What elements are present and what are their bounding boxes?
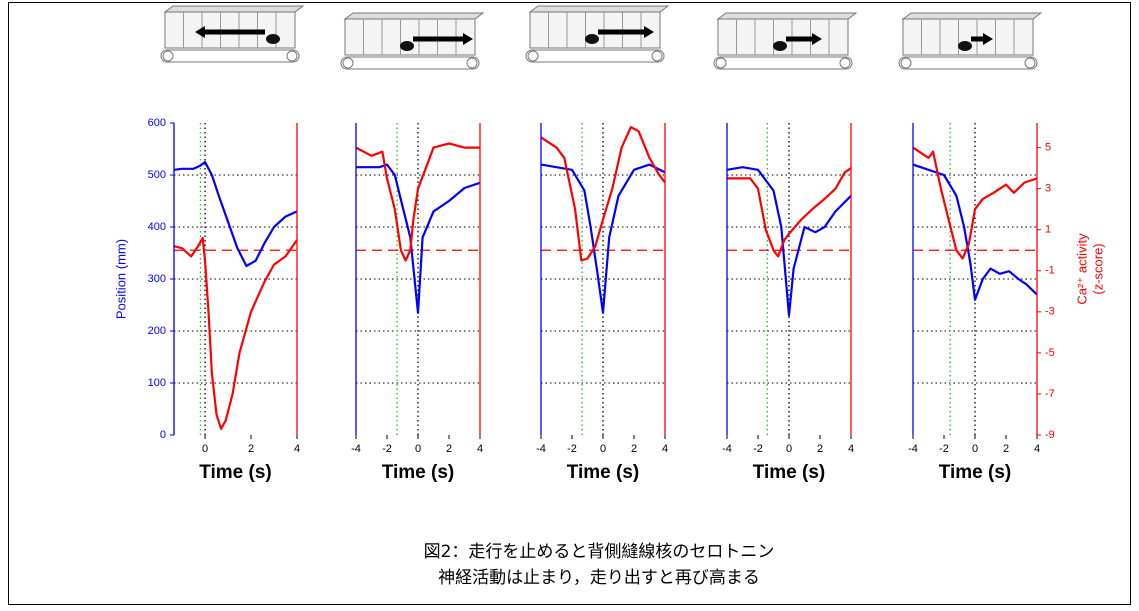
y2-tick-label: -9 — [1045, 429, 1055, 441]
treadmill — [340, 12, 485, 70]
cage-top — [716, 12, 858, 20]
x-tick-label: -2 — [753, 443, 763, 455]
series-line — [726, 166, 852, 317]
caption-line: 神経活動は止まり，走り出すと再び高まる — [438, 568, 760, 588]
arrow-head — [812, 33, 822, 45]
x-tick-label: -4 — [908, 443, 918, 455]
y2-tick-label: -7 — [1045, 388, 1055, 400]
roller — [900, 57, 912, 69]
arrow-head — [195, 26, 205, 38]
x-axis-label: Time (s) — [567, 462, 640, 483]
cage-top — [901, 12, 1043, 20]
series-line — [540, 163, 666, 314]
y-tick-label: 100 — [148, 377, 166, 389]
x-tick-label: 4 — [294, 443, 300, 455]
y-tick-label: 200 — [148, 325, 166, 337]
x-tick-label: 4 — [848, 443, 854, 455]
treadmill — [713, 12, 858, 70]
roller — [651, 50, 663, 62]
belt — [713, 56, 853, 70]
arrow-head — [463, 33, 473, 45]
y-tick-label: 400 — [148, 221, 166, 233]
y-tick-label: 500 — [148, 169, 166, 181]
series-line — [355, 142, 480, 262]
y2-tick-label: -1 — [1045, 265, 1055, 277]
x-tick-label: 0 — [600, 443, 606, 455]
x-tick-label: 4 — [662, 443, 668, 455]
roller — [466, 57, 478, 69]
treadmill — [898, 12, 1043, 70]
belt — [525, 49, 665, 63]
x-tick-label: -2 — [939, 443, 949, 455]
series-line — [912, 146, 1038, 260]
series-line — [173, 160, 298, 268]
x-axis-label: Time (s) — [382, 462, 455, 483]
x-tick-label: 0 — [202, 443, 208, 455]
x-tick-label: -2 — [382, 443, 392, 455]
x-tick-label: -4 — [536, 443, 546, 455]
y2-tick-label: 5 — [1045, 142, 1051, 154]
x-tick-label: 2 — [248, 443, 254, 455]
cage-top — [528, 5, 670, 13]
x-tick-label: 2 — [631, 443, 637, 455]
mouse — [773, 41, 787, 51]
y2-tick-label: -5 — [1045, 347, 1055, 359]
series-line — [727, 167, 852, 258]
series-line — [540, 126, 666, 262]
y2-axis-label: Ca²⁺ activity — [1074, 233, 1089, 305]
treadmill-illustrations — [160, 5, 1043, 70]
y2-tick-label: 3 — [1045, 183, 1051, 195]
roller — [527, 50, 539, 62]
roller — [342, 57, 354, 69]
y2-tick-label: 1 — [1045, 224, 1051, 236]
arrow-head — [644, 26, 654, 38]
x-tick-label: 0 — [972, 443, 978, 455]
y-tick-label: 600 — [148, 117, 166, 129]
x-tick-label: 2 — [1003, 443, 1009, 455]
x-tick-label: -2 — [567, 443, 577, 455]
x-axis-label: Time (s) — [753, 462, 826, 483]
caption-line: 図2：走行を止めると背側縫線核のセロトニン — [424, 542, 775, 562]
mouse — [266, 34, 280, 44]
belt — [340, 56, 480, 70]
treadmill — [525, 5, 670, 63]
y2-tick-label: -3 — [1045, 306, 1055, 318]
cage-top — [343, 12, 485, 20]
series-line — [173, 236, 298, 430]
roller — [715, 57, 727, 69]
mouse — [958, 41, 972, 51]
roller — [1024, 57, 1036, 69]
frame — [8, 2, 1131, 605]
mouse — [585, 34, 599, 44]
x-tick-label: 0 — [415, 443, 421, 455]
x-tick-label: 2 — [817, 443, 823, 455]
arrow-head — [983, 33, 993, 45]
roller — [839, 57, 851, 69]
treadmill — [160, 5, 305, 63]
x-tick-label: -4 — [722, 443, 732, 455]
y-tick-label: 300 — [148, 273, 166, 285]
roller — [286, 50, 298, 62]
belt — [898, 56, 1038, 70]
belt — [160, 49, 300, 63]
x-tick-label: -4 — [351, 443, 361, 455]
cage-top — [163, 5, 305, 13]
series-line — [912, 163, 1038, 301]
roller — [162, 50, 174, 62]
y-tick-label: 0 — [160, 429, 166, 441]
x-axis-label: Time (s) — [939, 462, 1012, 483]
x-tick-label: 0 — [786, 443, 792, 455]
x-tick-label: 4 — [1034, 443, 1040, 455]
x-axis-label: Time (s) — [199, 462, 272, 483]
mouse — [400, 41, 414, 51]
y-axis-label: Position (mm) — [113, 239, 128, 319]
x-tick-label: 4 — [477, 443, 483, 455]
y2-axis-label: (z-score) — [1090, 243, 1105, 294]
x-tick-label: 2 — [446, 443, 452, 455]
